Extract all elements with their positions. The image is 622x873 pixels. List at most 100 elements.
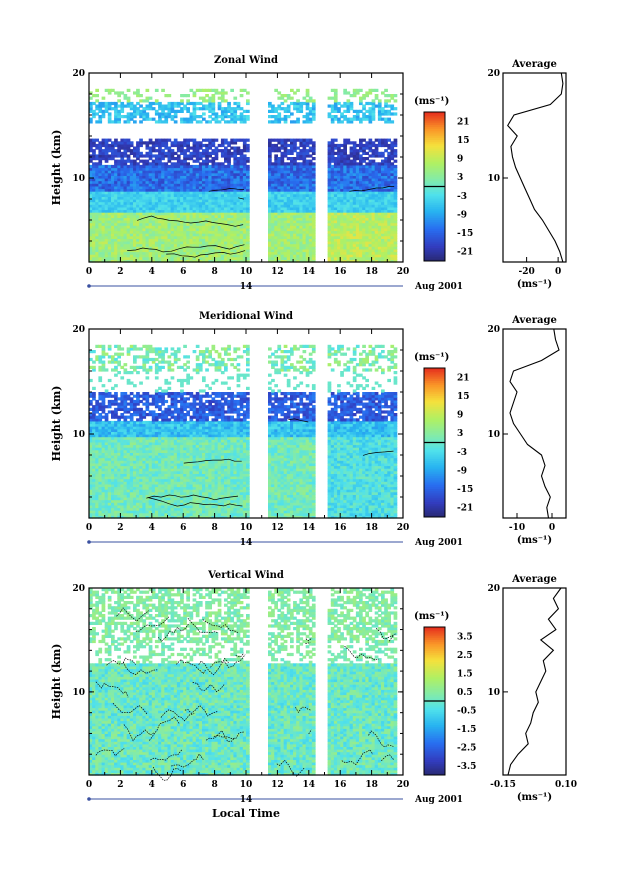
colorbar-label: 3 (457, 429, 463, 439)
colorbar-label: 21 (457, 373, 470, 383)
contour-lines (127, 186, 395, 258)
heatmap-field (89, 588, 398, 776)
panel-title: Vertical Wind (207, 570, 284, 581)
x-tick-label: 2 (117, 780, 123, 790)
colorbar-label: -0.5 (457, 706, 476, 716)
average-y-tick-label: 20 (487, 325, 500, 335)
average-title: Average (511, 59, 557, 70)
colorbar-label: -2.5 (457, 743, 476, 753)
y-tick-label: 20 (72, 325, 85, 335)
x-tick-label: 6 (180, 780, 186, 790)
heatmap-field (89, 344, 398, 519)
day-start-marker (87, 540, 91, 544)
date-label: Aug 2001 (414, 282, 463, 292)
x-tick-label: 18 (365, 267, 378, 277)
colorbar-label: -3.5 (457, 762, 476, 772)
panel-1: Zonal Wind 0 2 4 6 8 10 12 14 16 18 20 10 20 Height (k… (50, 55, 567, 292)
average-x-tick-label: -20 (518, 267, 534, 277)
colorbar: (ms⁻¹) 21 15 9 3 -3 -9 -15 -21 (414, 352, 473, 518)
x-tick-label: 14 (303, 267, 316, 277)
x-tick-label: 16 (334, 267, 347, 277)
x-tick-label: 8 (211, 780, 217, 790)
average-y-tick-label: 10 (487, 430, 500, 440)
x-tick-label: 16 (334, 780, 347, 790)
average-frame (502, 328, 567, 519)
x-tick-label: 4 (149, 267, 155, 277)
average-x-tick-label: -10 (509, 523, 525, 533)
y-tick-label: 10 (72, 430, 85, 440)
date-label: Aug 2001 (414, 795, 463, 805)
colorbar-label: -21 (457, 248, 473, 258)
average-line (507, 587, 562, 776)
x-tick-label: 4 (149, 523, 155, 533)
colorbar-label: 1.5 (457, 669, 473, 679)
colorbar-label: 15 (457, 392, 470, 402)
x-tick-label: 2 (117, 523, 123, 533)
average-y-tick-label: 10 (487, 174, 500, 184)
day-label: 14 (240, 538, 253, 548)
colorbar-label: 9 (457, 155, 463, 165)
panel-2: Meridional Wind 0 2 4 6 8 10 12 14 16 18 20 10 20 Heig… (50, 311, 567, 548)
day-label: 14 (240, 282, 253, 292)
average-x-tick-label: -0.15 (490, 780, 516, 790)
x-tick-label: 12 (271, 267, 284, 277)
x-tick-label: 10 (240, 267, 253, 277)
average-x-label: (ms⁻¹) (517, 279, 552, 290)
average-x-label: (ms⁻¹) (517, 535, 552, 546)
y-tick-label: 20 (72, 69, 85, 79)
day-label: 14 (240, 795, 253, 805)
average-frame (502, 72, 567, 263)
panel-title: Meridional Wind (199, 311, 293, 322)
heatmap-field (89, 88, 398, 263)
x-tick-label: 6 (180, 267, 186, 277)
colorbar-label: -3 (457, 192, 467, 202)
average-title: Average (511, 315, 557, 326)
colorbar: (ms⁻¹) 21 15 9 3 -3 -9 -15 -21 (414, 96, 473, 262)
y-axis-label: Height (km) (50, 644, 63, 720)
x-tick-label: 2 (117, 267, 123, 277)
x-tick-label: 20 (397, 780, 410, 790)
contour-lines (95, 607, 396, 781)
colorbar-label: -21 (457, 504, 473, 514)
x-tick-label: 16 (334, 523, 347, 533)
colorbar-label: -1.5 (457, 725, 476, 735)
average-y-tick-label: 20 (487, 584, 500, 594)
colorbar-label: 2.5 (457, 651, 473, 661)
x-tick-label: 6 (180, 523, 186, 533)
colorbar-label: 9 (457, 411, 463, 421)
colorbar-label: -15 (457, 229, 473, 239)
colorbar-label: -15 (457, 485, 473, 495)
average-title: Average (511, 574, 557, 585)
y-tick-label: 10 (72, 174, 85, 184)
x-tick-label: 10 (240, 780, 253, 790)
x-tick-label: 10 (240, 523, 253, 533)
average-x-tick-label: 0.10 (555, 780, 577, 790)
colorbar-unit: (ms⁻¹) (414, 352, 449, 363)
y-tick-label: 10 (72, 688, 85, 698)
x-tick-label: 8 (211, 523, 217, 533)
colorbar-label: 0.5 (457, 688, 473, 698)
x-tick-label: 18 (365, 780, 378, 790)
colorbar-unit: (ms⁻¹) (414, 96, 449, 107)
average-frame (502, 587, 567, 776)
colorbar: (ms⁻¹) 3.5 2.5 1.5 0.5 -0.5 -1.5 -2.5 -3.5 (414, 611, 476, 776)
day-start-marker (87, 797, 91, 801)
average-y-tick-label: 20 (487, 69, 500, 79)
average-y-tick-label: 10 (487, 688, 500, 698)
x-tick-label: 14 (303, 523, 316, 533)
x-tick-label: 12 (271, 523, 284, 533)
x-tick-label: 20 (397, 523, 410, 533)
colorbar-label: 3.5 (457, 632, 473, 642)
contour-lines (146, 418, 394, 507)
x-tick-label: 14 (303, 780, 316, 790)
average-line (509, 328, 560, 519)
colorbar-label: 15 (457, 136, 470, 146)
average-x-tick-label: 0 (549, 523, 555, 533)
x-tick-label: 4 (149, 780, 155, 790)
x-tick-label: 18 (365, 523, 378, 533)
y-tick-label: 20 (72, 584, 85, 594)
colorbar-unit: (ms⁻¹) (414, 611, 449, 622)
average-profile: Average -10 0 10 20 (ms⁻¹) (487, 315, 567, 546)
y-axis-label: Height (km) (50, 386, 63, 462)
